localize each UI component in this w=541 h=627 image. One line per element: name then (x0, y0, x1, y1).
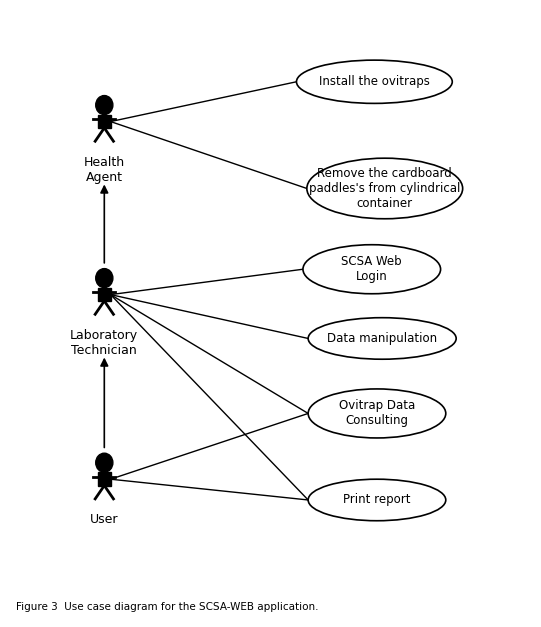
Ellipse shape (296, 60, 452, 103)
Ellipse shape (307, 158, 463, 219)
Text: Data manipulation: Data manipulation (327, 332, 437, 345)
Circle shape (96, 268, 113, 288)
Ellipse shape (308, 479, 446, 521)
Text: Print report: Print report (343, 493, 411, 507)
Text: Laboratory
Technician: Laboratory Technician (70, 329, 138, 357)
Ellipse shape (308, 318, 456, 359)
Text: Figure 3  Use case diagram for the SCSA-WEB application.: Figure 3 Use case diagram for the SCSA-W… (16, 603, 319, 613)
Text: SCSA Web
Login: SCSA Web Login (341, 255, 402, 283)
Ellipse shape (303, 245, 440, 293)
Ellipse shape (308, 389, 446, 438)
Circle shape (96, 453, 113, 472)
Polygon shape (98, 115, 110, 128)
Polygon shape (98, 472, 110, 485)
Polygon shape (98, 288, 110, 301)
Text: Remove the cardboard
paddles's from cylindrical
container: Remove the cardboard paddles's from cyli… (309, 167, 460, 210)
Text: User: User (90, 514, 118, 526)
Text: Install the ovitraps: Install the ovitraps (319, 75, 430, 88)
Text: Ovitrap Data
Consulting: Ovitrap Data Consulting (339, 399, 415, 428)
Text: Health
Agent: Health Agent (84, 155, 125, 184)
Circle shape (96, 95, 113, 115)
